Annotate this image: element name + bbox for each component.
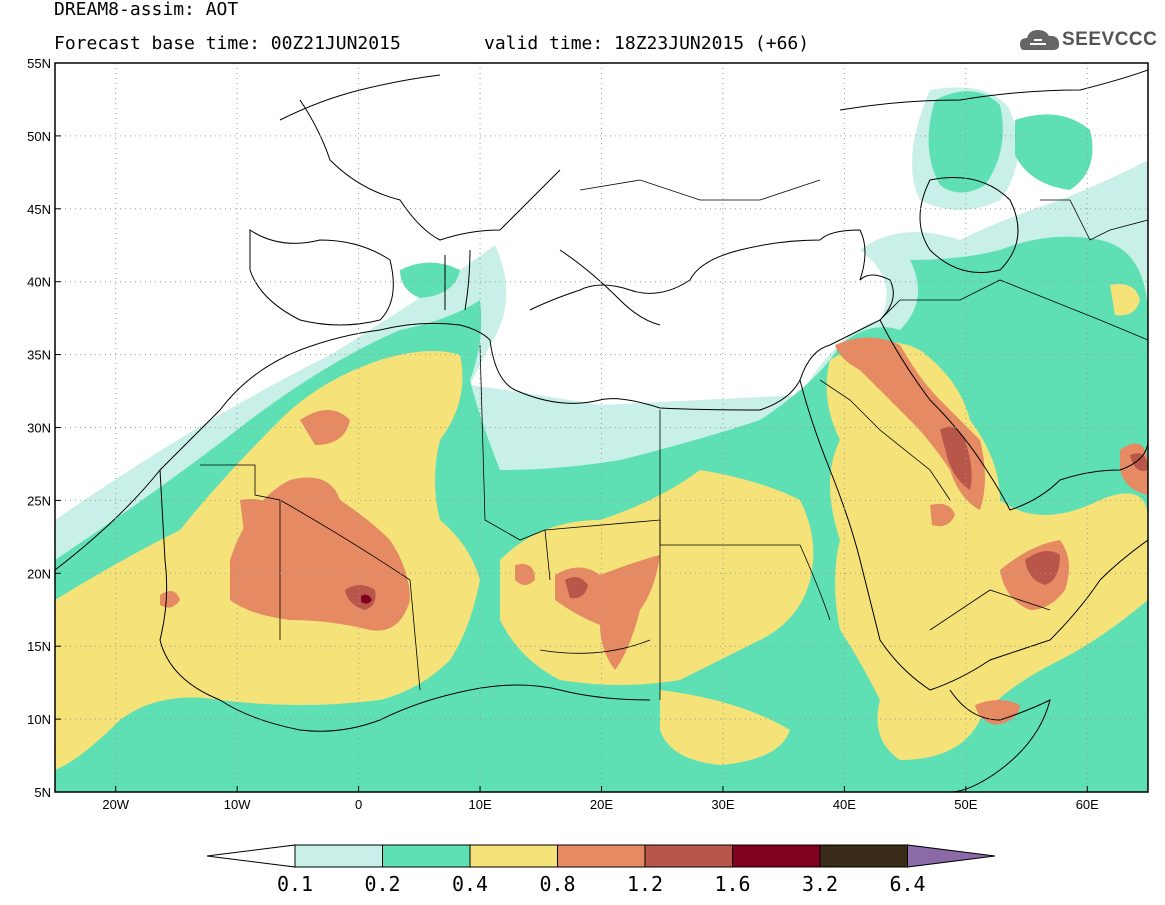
latitude-label: 30N xyxy=(27,421,51,436)
colorbar-swatch xyxy=(557,844,646,868)
colorbar-label: 3.2 xyxy=(802,872,838,896)
colorbar-high-arrow xyxy=(907,844,996,868)
colorbar-swatch xyxy=(382,844,471,868)
colorbar-label: 0.4 xyxy=(452,872,488,896)
latitude-ticks: 5N 10N 15N 20N 25N 30N 35N 40N 45N 50N 55N xyxy=(27,56,61,800)
longitude-label: 0 xyxy=(355,797,362,812)
longitude-label: 50E xyxy=(954,797,977,812)
latitude-label: 45N xyxy=(27,202,51,217)
colorbar-low-arrow xyxy=(206,844,296,868)
map-title: DREAM8-assim: AOT xyxy=(54,0,239,20)
latitude-label: 55N xyxy=(27,56,51,71)
latitude-label: 5N xyxy=(34,785,51,800)
latitude-label: 35N xyxy=(27,348,51,363)
aot-band-1-6 xyxy=(361,594,372,604)
longitude-label: 20E xyxy=(590,797,613,812)
longitude-label: 10E xyxy=(468,797,491,812)
latitude-label: 20N xyxy=(27,566,51,581)
colorbar-label: 0.2 xyxy=(364,872,400,896)
colorbar-label: 0.8 xyxy=(539,872,575,896)
longitude-label: 30E xyxy=(711,797,734,812)
longitude-label: 60E xyxy=(1076,797,1099,812)
aot-field xyxy=(55,87,1148,792)
colorbar-label: 1.6 xyxy=(714,872,750,896)
latitude-label: 50N xyxy=(27,129,51,144)
colorbar-swatch xyxy=(819,844,908,868)
cloud-icon xyxy=(1020,30,1060,50)
colorbar-label: 1.2 xyxy=(627,872,663,896)
latitude-label: 25N xyxy=(27,493,51,508)
colorbar-swatch xyxy=(644,844,733,868)
longitude-label: 40E xyxy=(833,797,856,812)
logo-text: SEEVCCC xyxy=(1062,29,1158,50)
longitude-label: 20W xyxy=(102,797,129,812)
longitude-label: 10W xyxy=(224,797,251,812)
latitude-label: 40N xyxy=(27,275,51,290)
colorbar-label: 0.1 xyxy=(277,872,313,896)
latitude-label: 10N xyxy=(27,712,51,727)
aot-band-0-4 xyxy=(55,284,1148,770)
colorbar: 0.1 0.2 0.4 0.8 1.2 1.6 3.2 6.4 xyxy=(206,844,996,896)
aot-band-1-2 xyxy=(345,426,1148,610)
latitude-label: 15N xyxy=(27,639,51,654)
coastlines xyxy=(55,69,1148,792)
graticule xyxy=(55,63,1148,792)
forecast-base-time: Forecast base time: 00Z21JUN2015 xyxy=(54,33,401,54)
longitude-ticks: 20W 10W 0 10E 20E 30E 40E 50E 60E xyxy=(102,786,1099,812)
colorbar-swatch xyxy=(469,844,558,868)
colorbar-label: 6.4 xyxy=(889,872,925,896)
colorbar-swatch xyxy=(294,844,383,868)
borders xyxy=(200,179,1148,700)
colorbar-swatch xyxy=(732,844,821,868)
valid-time: valid time: 18Z23JUN2015 (+66) xyxy=(484,33,810,54)
